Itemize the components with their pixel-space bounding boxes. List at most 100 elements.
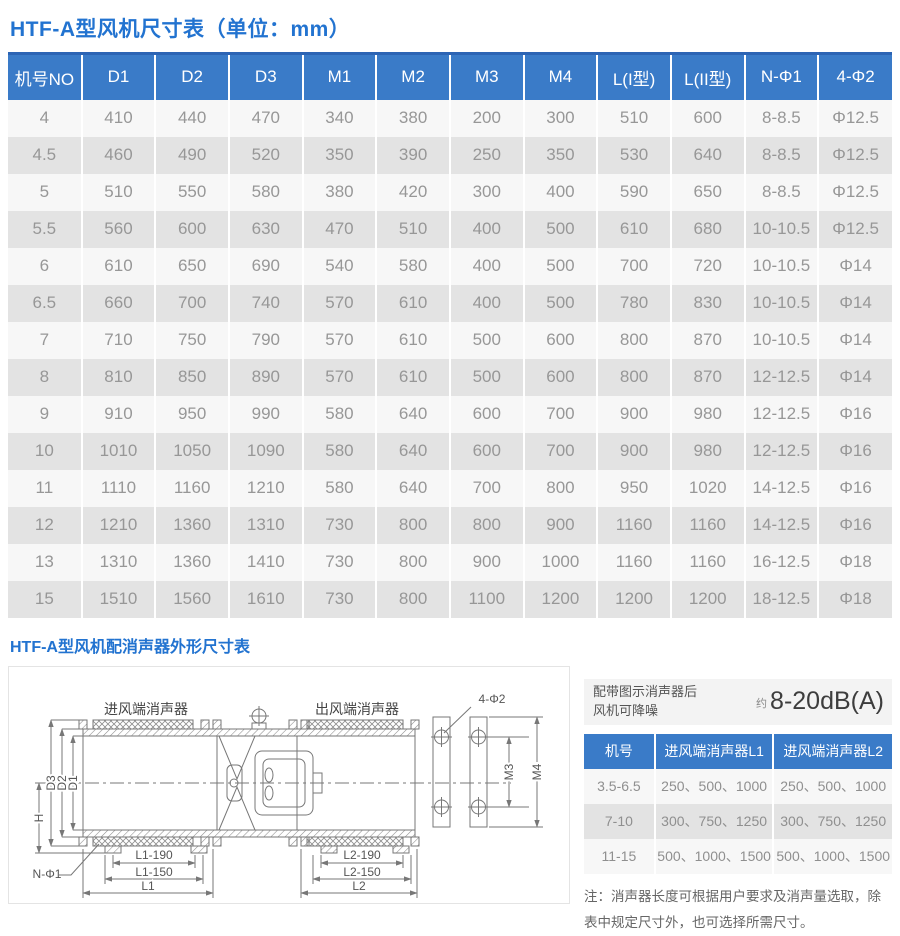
table-cell: 470 bbox=[303, 211, 377, 248]
n-phi1-label: N-Φ1 bbox=[33, 867, 62, 881]
table-cell: 7 bbox=[8, 322, 82, 359]
table-cell: 580 bbox=[303, 396, 377, 433]
table-cell: 550 bbox=[155, 174, 229, 211]
footnote-line2: 表中规定尺寸外，也可选择所需尺寸。 bbox=[584, 915, 814, 930]
table-cell: 660 bbox=[82, 285, 156, 322]
section-title: HTF-A型风机配消声器外形尺寸表 bbox=[10, 633, 900, 657]
table-cell: 690 bbox=[229, 248, 303, 285]
table-cell: 490 bbox=[155, 137, 229, 174]
table-cell: Φ16 bbox=[818, 470, 892, 507]
table-cell: 650 bbox=[155, 248, 229, 285]
table-cell: 15 bbox=[8, 581, 82, 618]
table-cell: 1160 bbox=[671, 544, 745, 581]
table-cell: 12-12.5 bbox=[745, 396, 819, 433]
table-cell: Φ12.5 bbox=[818, 137, 892, 174]
table-cell: 250、500、1000 bbox=[655, 769, 774, 804]
table-cell: 1160 bbox=[155, 470, 229, 507]
table-cell: 600 bbox=[671, 100, 745, 137]
column-header: M2 bbox=[376, 54, 450, 100]
table-cell: 800 bbox=[597, 359, 671, 396]
table-cell: 1310 bbox=[229, 507, 303, 544]
table-cell: Φ16 bbox=[818, 433, 892, 470]
table-cell: 640 bbox=[376, 470, 450, 507]
table-cell: 700 bbox=[450, 470, 524, 507]
table-cell: 530 bbox=[597, 137, 671, 174]
table-cell: 800 bbox=[597, 322, 671, 359]
outlet-silencer-label: 出风端消声器 bbox=[315, 701, 399, 717]
dim-m4: M4 bbox=[530, 763, 544, 780]
table-cell: 9 bbox=[8, 396, 82, 433]
column-header: N-Φ1 bbox=[745, 54, 819, 100]
table-cell: 730 bbox=[303, 581, 377, 618]
dim-d3: D3 bbox=[44, 775, 58, 791]
table-cell: 540 bbox=[303, 248, 377, 285]
table-cell: 900 bbox=[597, 433, 671, 470]
table-cell: 7-10 bbox=[584, 804, 655, 839]
table-cell: 710 bbox=[82, 322, 156, 359]
footnote: 注：消声器长度可根据用户要求及消声量选取，除 表中规定尺寸外，也可选择所需尺寸。 bbox=[584, 884, 892, 936]
table-cell: 1200 bbox=[524, 581, 598, 618]
table-cell: 420 bbox=[376, 174, 450, 211]
table-cell: 400 bbox=[450, 285, 524, 322]
table-cell: 700 bbox=[597, 248, 671, 285]
table-cell: 500 bbox=[524, 211, 598, 248]
table-cell: 10-10.5 bbox=[745, 285, 819, 322]
table-cell: 600 bbox=[524, 359, 598, 396]
noise-reduction-text: 配带图示消声器后 风机可降噪 bbox=[593, 683, 697, 721]
table-cell: 14-12.5 bbox=[745, 470, 819, 507]
table-cell: 1110 bbox=[82, 470, 156, 507]
silencer-diagram: 进风端消声器 出风端消声器 4-Φ2 N-Φ1 D1 D2 D3 H M3 M4… bbox=[9, 667, 569, 903]
table-cell: 380 bbox=[303, 174, 377, 211]
table-cell: 950 bbox=[155, 396, 229, 433]
table-cell: 870 bbox=[671, 359, 745, 396]
table-cell: 740 bbox=[229, 285, 303, 322]
table-cell: 630 bbox=[229, 211, 303, 248]
table-cell: 510 bbox=[82, 174, 156, 211]
table-cell: 400 bbox=[450, 248, 524, 285]
table-cell: Φ16 bbox=[818, 507, 892, 544]
table-cell: 500 bbox=[524, 285, 598, 322]
table-cell: 1410 bbox=[229, 544, 303, 581]
table-cell: 610 bbox=[82, 248, 156, 285]
column-header: D1 bbox=[82, 54, 156, 100]
table-cell: 380 bbox=[376, 100, 450, 137]
table-cell: 410 bbox=[82, 100, 156, 137]
table-cell: 700 bbox=[155, 285, 229, 322]
table-cell: 510 bbox=[597, 100, 671, 137]
table-cell: 6 bbox=[8, 248, 82, 285]
column-header: M3 bbox=[450, 54, 524, 100]
table-cell: 640 bbox=[376, 396, 450, 433]
table-cell: 900 bbox=[450, 544, 524, 581]
table-cell: 1610 bbox=[229, 581, 303, 618]
table-cell: 8-8.5 bbox=[745, 100, 819, 137]
approx-label: 约 bbox=[756, 698, 767, 710]
table-cell: 850 bbox=[155, 359, 229, 396]
table-cell: 570 bbox=[303, 359, 377, 396]
table-cell: 730 bbox=[303, 544, 377, 581]
table-cell: 1160 bbox=[597, 544, 671, 581]
table-cell: 720 bbox=[671, 248, 745, 285]
table-cell: 800 bbox=[524, 470, 598, 507]
table-cell: 780 bbox=[597, 285, 671, 322]
page-title: HTF-A型风机尺寸表（单位：mm） bbox=[10, 13, 900, 43]
table-cell: 8 bbox=[8, 359, 82, 396]
table-cell: 610 bbox=[376, 322, 450, 359]
table-cell: 5 bbox=[8, 174, 82, 211]
table-cell: 400 bbox=[450, 211, 524, 248]
table-cell: 1160 bbox=[671, 507, 745, 544]
table-cell: 11 bbox=[8, 470, 82, 507]
table-cell: 810 bbox=[82, 359, 156, 396]
table-cell: 14-12.5 bbox=[745, 507, 819, 544]
table-cell: 1210 bbox=[229, 470, 303, 507]
table-cell: 10-10.5 bbox=[745, 322, 819, 359]
table-cell: Φ18 bbox=[818, 581, 892, 618]
